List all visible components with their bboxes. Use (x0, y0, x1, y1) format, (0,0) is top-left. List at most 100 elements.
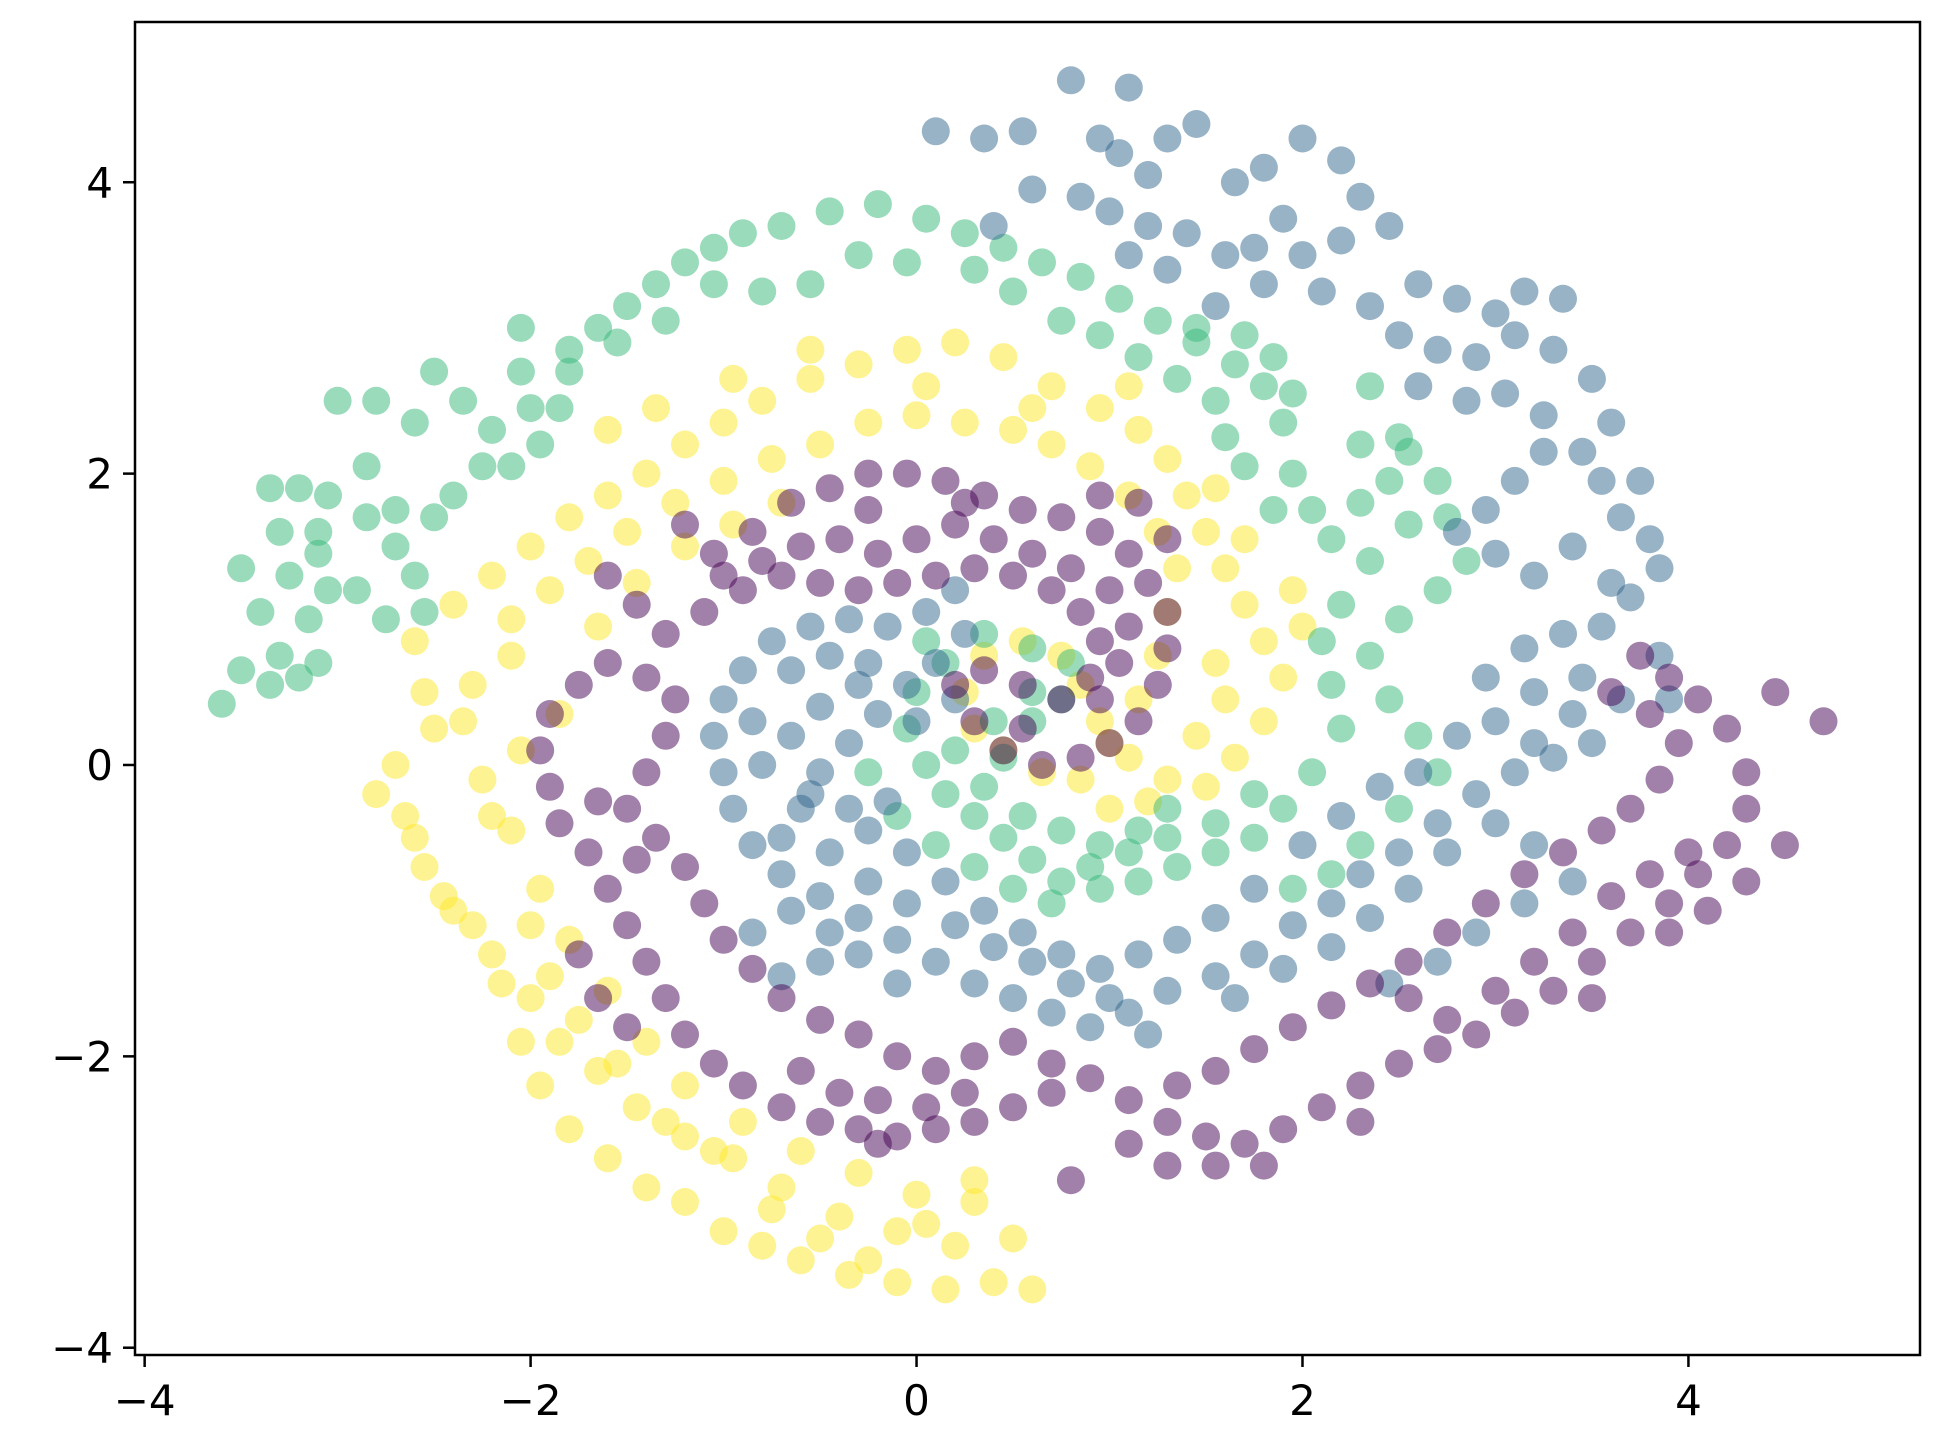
data-point (912, 372, 941, 401)
data-point (921, 561, 950, 590)
data-point (516, 394, 545, 423)
data-point (1037, 998, 1066, 1027)
data-point (1577, 364, 1606, 393)
data-point (1056, 554, 1085, 583)
data-point (593, 415, 622, 444)
data-point (1307, 627, 1336, 656)
data-point (275, 561, 304, 590)
data-point (497, 641, 526, 670)
data-point (506, 313, 535, 342)
data-point (1143, 306, 1172, 335)
data-point (999, 984, 1027, 1013)
data-point (960, 554, 989, 583)
data-point (1201, 474, 1230, 503)
data-point (1095, 576, 1124, 605)
data-point (979, 212, 1008, 240)
data-point (1240, 823, 1269, 852)
data-point (1433, 918, 1462, 947)
data-point (738, 517, 767, 546)
data-point (1056, 969, 1085, 998)
data-point (391, 802, 420, 830)
data-point (844, 576, 873, 605)
data-point (863, 1086, 892, 1115)
data-point (1008, 496, 1037, 524)
data-point (1018, 175, 1047, 204)
data-point (304, 539, 333, 568)
data-point (1066, 743, 1095, 772)
data-point (960, 802, 989, 830)
data-point (1278, 576, 1307, 605)
data-point (661, 488, 690, 517)
data-point (1047, 816, 1076, 845)
data-point (767, 823, 796, 852)
data-point (1500, 758, 1529, 787)
data-point (1462, 343, 1491, 372)
data-point (863, 539, 892, 568)
data-point (825, 1202, 854, 1231)
data-point (1385, 1049, 1413, 1078)
data-point (1085, 321, 1114, 350)
data-point (1770, 831, 1799, 860)
data-point (642, 394, 670, 423)
data-point (1153, 976, 1182, 1005)
data-point (1220, 168, 1249, 197)
data-point (1037, 889, 1066, 918)
data-point (748, 1231, 777, 1260)
data-point (1549, 284, 1577, 313)
data-point (941, 576, 970, 605)
data-point (1230, 590, 1259, 619)
data-point (478, 802, 506, 830)
data-point (970, 619, 999, 648)
data-point (1394, 510, 1423, 539)
data-point (699, 233, 728, 262)
data-point (806, 1224, 835, 1253)
data-point (999, 1093, 1027, 1122)
data-point (1153, 634, 1182, 663)
data-point (1076, 1064, 1105, 1093)
data-point (1220, 984, 1249, 1013)
data-point (622, 845, 651, 874)
data-point (1809, 707, 1838, 736)
data-point (960, 1188, 989, 1216)
data-point (1008, 670, 1037, 699)
data-point (439, 896, 468, 925)
data-point (1442, 517, 1471, 546)
data-point (748, 386, 777, 415)
data-point (555, 335, 584, 364)
data-point (1375, 466, 1404, 495)
data-point (863, 700, 892, 728)
x-tick-label: 0 (903, 1376, 930, 1425)
data-point (854, 649, 883, 677)
data-point (767, 962, 796, 991)
data-point (1385, 605, 1413, 634)
data-point (593, 481, 622, 510)
data-point (709, 925, 738, 954)
data-point (1066, 182, 1095, 211)
data-point (921, 1115, 950, 1144)
data-point (1095, 197, 1124, 226)
data-point (1471, 889, 1500, 918)
data-point (883, 1217, 912, 1246)
data-point (400, 627, 429, 656)
data-point (1114, 241, 1143, 270)
data-point (410, 598, 439, 626)
data-point (950, 1078, 979, 1107)
data-point (786, 1137, 815, 1165)
data-point (1365, 772, 1394, 801)
data-point (671, 1122, 699, 1151)
data-point (1385, 838, 1413, 867)
data-point (1201, 838, 1230, 867)
data-point (535, 962, 564, 991)
data-point (1481, 539, 1510, 568)
data-point (767, 1173, 796, 1202)
data-point (1153, 445, 1182, 473)
data-point (535, 576, 564, 605)
data-point (1201, 904, 1230, 932)
data-point (854, 758, 883, 787)
data-point (1240, 874, 1269, 903)
data-point (1249, 707, 1278, 736)
data-point (1317, 991, 1346, 1020)
data-point (863, 1129, 892, 1158)
data-point (497, 605, 526, 634)
